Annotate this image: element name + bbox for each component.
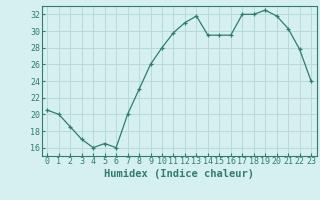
X-axis label: Humidex (Indice chaleur): Humidex (Indice chaleur)	[104, 169, 254, 179]
